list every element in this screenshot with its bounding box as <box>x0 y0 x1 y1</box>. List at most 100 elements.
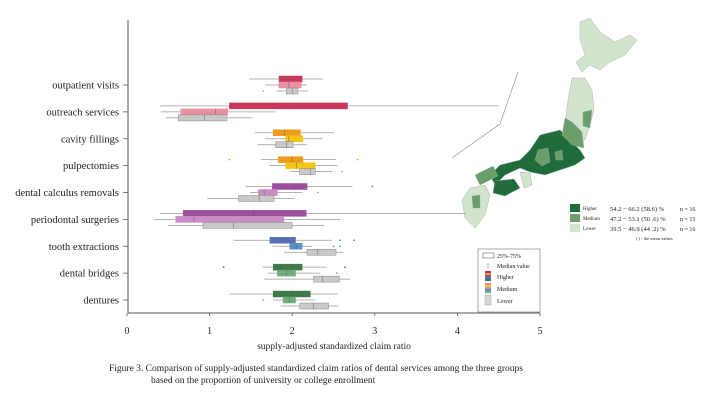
x-tick-label: 5 <box>538 326 543 337</box>
x-tick-label: 2 <box>290 326 295 337</box>
map-legend-swatch-higher <box>570 204 580 212</box>
map-legend-range: 39.5 − 46.9 (44 .2) % <box>610 226 666 233</box>
legend-lower-swatch <box>484 294 492 306</box>
iqr-box <box>285 135 304 142</box>
map-region-shikoku <box>492 178 521 197</box>
iqr-box <box>278 75 303 83</box>
category-group <box>249 75 323 95</box>
outlier-point <box>339 245 342 248</box>
legend-higher-swatch <box>485 271 491 281</box>
map-legend-label: Lower <box>583 227 596 232</box>
iqr-box <box>277 156 304 163</box>
map-legend-label: Medium <box>583 217 600 222</box>
outlier-point <box>228 158 231 161</box>
legend-medium-swatch <box>485 283 491 293</box>
outlier-point <box>316 191 319 194</box>
legend-label: Medium <box>497 287 518 293</box>
japan-map <box>451 17 638 229</box>
category-group <box>233 237 356 256</box>
iqr-box <box>272 183 308 190</box>
category-label: dental calculus removals <box>15 188 119 199</box>
iqr-box <box>238 195 275 202</box>
map-legend-swatch-lower <box>570 224 580 232</box>
category-label: cavity fillings <box>61 134 119 145</box>
legend-label: 25%-75% <box>497 254 521 260</box>
y-axis-labels: outpatient visits outreach services cavity… <box>15 81 128 307</box>
category-label: tooth extractions <box>49 242 119 253</box>
outlier-point <box>340 170 343 173</box>
map-region-kanto-medium <box>554 149 564 161</box>
x-tick-label: 4 <box>455 326 460 337</box>
outlier-point <box>332 245 335 248</box>
category-label: dentures <box>83 296 119 307</box>
category-label: pulpectomies <box>63 161 119 172</box>
iqr-box <box>285 162 316 169</box>
map-legend-note: ( ) : the mean values <box>636 236 673 241</box>
x-axis-ticks: 0 1 2 3 4 5 <box>125 313 543 337</box>
outlier-point <box>344 266 346 269</box>
category-group <box>229 290 339 310</box>
map-legend-label: Higher <box>583 207 597 212</box>
category-group <box>160 102 499 122</box>
map-legend-range: 54.2 − 66.2 (58.6) % <box>610 206 665 213</box>
iqr-box <box>202 222 293 229</box>
category-label: outreach services <box>46 107 119 118</box>
x-tick-label: 3 <box>372 326 377 337</box>
map-inset-border <box>451 71 519 159</box>
iqr-box <box>272 129 301 136</box>
outlier-point <box>222 266 225 269</box>
outlier-point <box>262 299 265 301</box>
legend-label: Higher <box>497 275 514 281</box>
map-legend: Higher Medium Lower 54.2 − 66.2 (58.6) %… <box>570 204 695 241</box>
map-region-kii-lower <box>519 171 533 189</box>
category-group <box>255 129 335 148</box>
iqr-box <box>289 243 303 250</box>
iqr-box <box>182 210 307 217</box>
outlier-point <box>262 90 265 92</box>
iqr-box <box>306 249 337 256</box>
map-legend-swatch-medium <box>570 214 580 222</box>
category-group <box>154 210 466 229</box>
category-group <box>228 156 359 175</box>
map-legend-n: n = 16 <box>680 207 695 213</box>
iqr-box <box>272 290 311 298</box>
map-legend-n: n = 15 <box>680 217 695 223</box>
iqr-box <box>258 189 278 196</box>
boxplot-area <box>154 75 499 310</box>
iqr-box <box>175 216 285 223</box>
caption-line-2: based on the proportion of university or… <box>151 375 376 386</box>
outlier-point <box>371 185 374 188</box>
map-legend-n: n = 16 <box>680 227 695 233</box>
outlier-point <box>339 239 342 242</box>
iqr-box <box>299 302 329 310</box>
map-region-hokkaido <box>575 17 638 73</box>
iqr-box <box>269 237 296 244</box>
iqr-box <box>272 263 303 271</box>
caption-line-1: Figure 3. Comparison of supply-adjusted … <box>109 363 523 374</box>
category-label: outpatient visits <box>52 81 119 92</box>
outlier-point <box>356 158 359 161</box>
iqr-box <box>177 114 228 122</box>
category-label: periodontal surgeries <box>31 215 119 226</box>
x-tick-label: 1 <box>207 326 212 337</box>
legend-label: Lower <box>497 299 513 305</box>
box-legend: 25%-75% Median value Higher Medium Lower <box>477 248 541 313</box>
x-axis-label: supply-adjusted standardized claim ratio <box>257 342 411 352</box>
category-group <box>222 263 351 283</box>
category-group <box>207 183 374 202</box>
legend-label: Median value <box>497 264 530 270</box>
map-region-west-medium <box>474 165 499 186</box>
map-region-tohoku-medium <box>582 109 593 129</box>
iqr-box <box>180 108 229 116</box>
iqr-box <box>229 102 348 110</box>
iqr-box <box>282 296 296 304</box>
outlier-point <box>335 272 338 275</box>
map-region-central-medium <box>561 117 585 149</box>
x-tick-label: 0 <box>125 326 130 337</box>
iqr-box <box>278 81 302 89</box>
map-region-kyushu-medium <box>471 194 481 209</box>
map-legend-range: 47.2 − 53.1 (50 .6) % <box>610 216 666 223</box>
iqr-box <box>275 141 294 148</box>
category-label: dental bridges <box>60 269 119 280</box>
